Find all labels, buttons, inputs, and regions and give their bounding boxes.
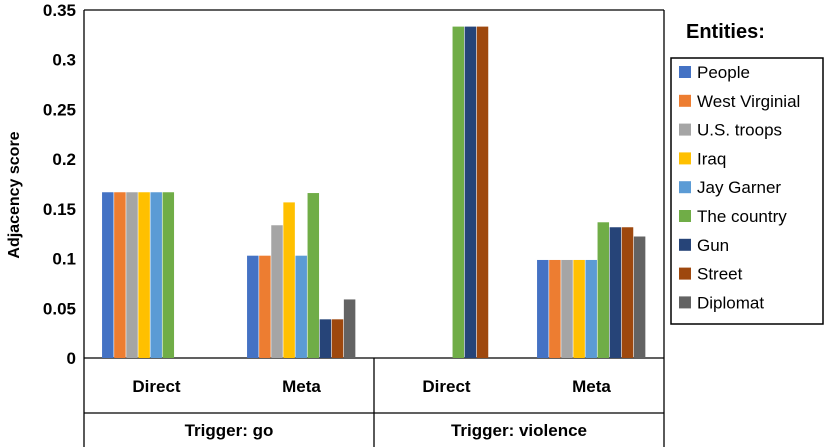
y-tick-label: 0.3 xyxy=(52,51,76,70)
bar xyxy=(138,192,150,358)
bars xyxy=(102,26,646,358)
bar xyxy=(573,259,585,358)
legend-label: U.S. troops xyxy=(697,121,782,140)
bar xyxy=(452,26,465,358)
bar xyxy=(102,192,114,358)
bar xyxy=(476,26,489,358)
legend-label: Iraq xyxy=(697,149,726,168)
y-tick-label: 0.2 xyxy=(52,150,76,169)
legend-swatch xyxy=(679,296,691,309)
legend-label: Gun xyxy=(697,236,729,255)
y-tick-label: 0 xyxy=(67,349,76,368)
bar xyxy=(114,192,126,358)
legend-swatch xyxy=(679,123,691,136)
legend-swatch xyxy=(679,181,691,194)
legend-label: Jay Garner xyxy=(697,178,781,197)
legend-box xyxy=(670,57,824,325)
legend-title: Entities: xyxy=(686,21,765,43)
legend-label: The country xyxy=(697,207,787,226)
legend-label: People xyxy=(697,63,750,82)
y-tick-label: 0.1 xyxy=(52,250,76,269)
bar xyxy=(126,192,138,358)
legend-label: Street xyxy=(697,265,743,284)
bar xyxy=(343,299,356,358)
legend-swatch xyxy=(679,94,691,107)
bar xyxy=(609,227,622,358)
legend-swatch xyxy=(679,210,691,222)
bar xyxy=(549,259,561,358)
legend-swatch xyxy=(679,238,691,251)
bar xyxy=(295,255,307,358)
bar xyxy=(283,202,295,358)
legend: Entities: People West Virginial U.S. troop… xyxy=(670,21,824,325)
bar xyxy=(162,192,175,358)
y-tick-label: 0.25 xyxy=(43,100,76,119)
category-label: Direct xyxy=(132,377,181,396)
bar xyxy=(633,236,646,358)
bar xyxy=(537,259,549,358)
bar xyxy=(247,255,259,358)
bar xyxy=(319,319,332,358)
group-label: Trigger: go xyxy=(185,421,274,440)
legend-label: Diplomat xyxy=(697,293,764,312)
category-label: Direct xyxy=(422,377,471,396)
bar xyxy=(331,319,344,358)
y-tick-label: 0.35 xyxy=(43,1,76,20)
bar xyxy=(464,26,477,358)
bar xyxy=(597,222,610,358)
category-labels: Direct Meta Direct Meta xyxy=(132,377,611,396)
legend-label: West Virginial xyxy=(697,92,800,111)
legend-swatch xyxy=(679,66,691,78)
bar xyxy=(271,225,283,358)
legend-swatch xyxy=(679,152,691,165)
group-label: Trigger: violence xyxy=(451,421,587,440)
bar xyxy=(621,227,634,358)
y-axis-title: Adjacency score xyxy=(6,131,23,258)
legend-swatch xyxy=(679,267,691,280)
y-tick-label: 0.05 xyxy=(43,299,76,318)
bar xyxy=(150,192,162,358)
category-label: Meta xyxy=(572,377,611,396)
group-labels: Trigger: go Trigger: violence xyxy=(185,421,587,440)
y-tick-labels: 0 0.05 0.1 0.15 0.2 0.25 0.3 0.35 xyxy=(43,1,76,368)
bar xyxy=(307,193,320,358)
category-label: Meta xyxy=(282,377,321,396)
bar xyxy=(585,259,597,358)
bar xyxy=(561,259,573,358)
y-tick-label: 0.15 xyxy=(43,200,76,219)
bar xyxy=(259,255,271,358)
